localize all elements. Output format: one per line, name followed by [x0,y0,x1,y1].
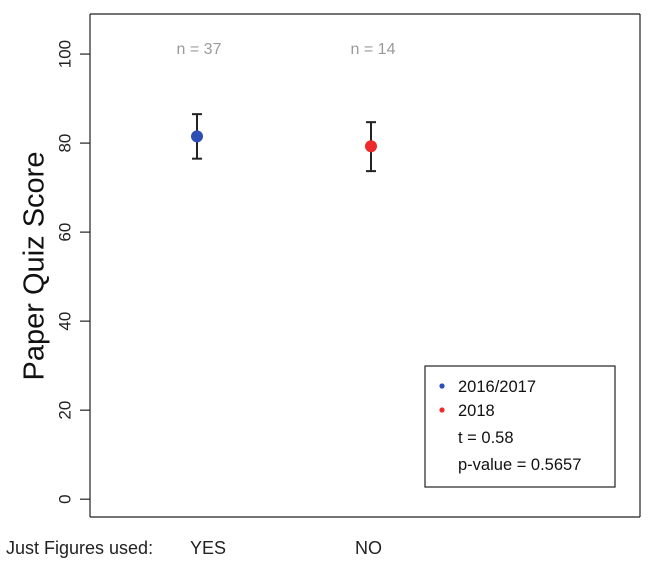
legend-marker-2016-2017 [439,383,445,389]
n-label-2016-2017: n = 37 [177,41,222,58]
sample-size-labels: n = 37 n = 14 [177,41,396,58]
mean-point-2018 [365,140,377,153]
n-label-2018: n = 14 [351,41,396,58]
y-tick-label-60: 60 [55,223,74,242]
legend-t-statistic: t = 0.58 [458,429,514,447]
legend-box [424,365,616,488]
y-tick-label-80: 80 [55,134,74,153]
y-tick-label-0: 0 [55,494,74,503]
y-axis-label: Paper Quiz Score [19,152,51,381]
footer-label: Just Figures used: [6,538,153,558]
mean-point-2016-2017 [191,130,203,143]
legend-entry-2018: 2018 [458,402,495,420]
legend-p-value: p-value = 0.5657 [458,456,581,474]
footer-no: NO [355,538,382,558]
footer-yes: YES [190,538,226,558]
legend-entry-2016-2017: 2016/2017 [458,378,536,396]
y-tick-label-20: 20 [55,401,74,420]
legend-marker-2018 [439,407,445,413]
y-tick-label-40: 40 [55,312,74,331]
legend: 2016/2017 2018 t = 0.58 p-value = 0.5657 [424,365,616,488]
y-tick-label-100: 100 [55,40,74,68]
y-ticks: 0 20 40 60 80 100 [55,40,90,504]
data-marks [191,113,377,173]
